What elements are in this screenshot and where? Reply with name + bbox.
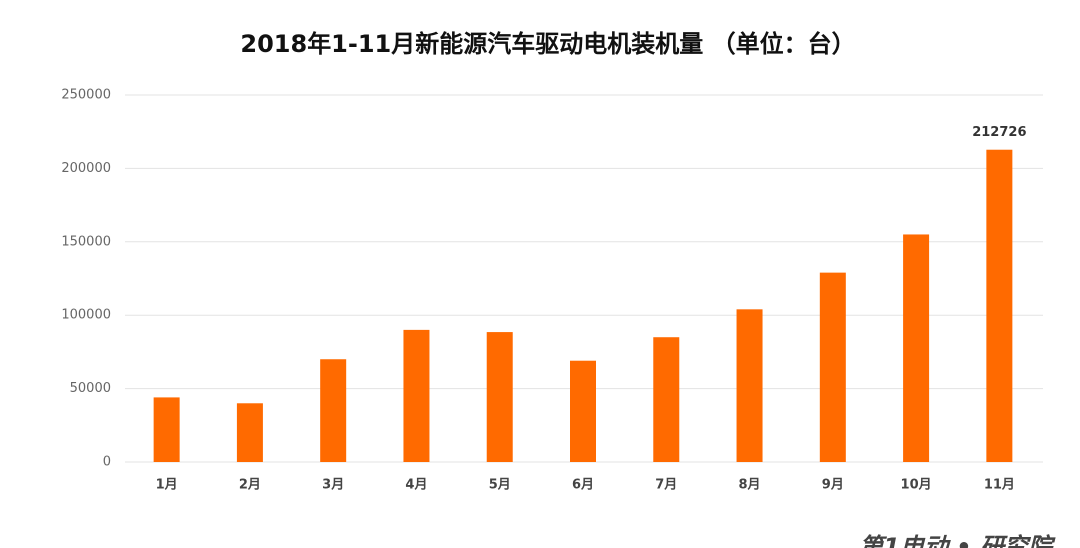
- watermark: 第1电动 • 研究院: [859, 533, 1056, 548]
- x-tick-label: 3月: [322, 478, 344, 493]
- x-tick-label: 5月: [489, 478, 511, 493]
- y-tick-label: 100000: [61, 308, 111, 323]
- value-label: 212726: [972, 125, 1026, 140]
- bar: [486, 332, 513, 462]
- bar: [153, 397, 180, 462]
- bar: [570, 360, 596, 462]
- bar: [819, 272, 846, 462]
- bar: [986, 149, 1013, 462]
- bar: [403, 329, 430, 462]
- bar: [320, 359, 347, 462]
- bar: [236, 403, 263, 462]
- x-tick-label: 4月: [405, 478, 427, 493]
- bar: [903, 234, 930, 462]
- x-tick-label: 10月: [901, 478, 932, 493]
- x-tick-label: 2月: [239, 478, 261, 493]
- bar: [653, 337, 680, 462]
- y-tick-label: 150000: [61, 234, 111, 249]
- chart-title: 2018年1-11月新能源汽车驱动电机装机量 （单位：台）: [240, 30, 855, 58]
- y-tick-label: 200000: [61, 161, 111, 176]
- x-tick-label: 6月: [572, 478, 594, 493]
- y-tick-label: 250000: [61, 88, 111, 103]
- x-tick-label: 7月: [655, 478, 677, 493]
- x-tick-label: 11月: [984, 478, 1015, 493]
- x-tick-label: 9月: [822, 478, 844, 493]
- y-tick-label: 50000: [70, 381, 111, 396]
- bar: [736, 309, 763, 462]
- x-tick-label: 1月: [156, 478, 178, 493]
- y-tick-label: 0: [103, 455, 111, 470]
- x-tick-label: 8月: [739, 478, 761, 493]
